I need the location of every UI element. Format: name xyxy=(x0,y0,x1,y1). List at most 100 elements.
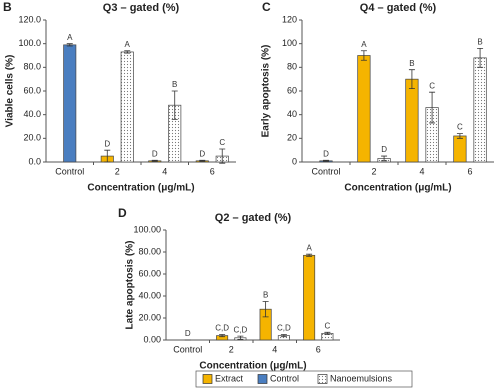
x-tick-label: 6 xyxy=(316,344,321,354)
panel-label: B xyxy=(3,0,12,14)
error-bar xyxy=(151,159,158,162)
y-axis-label: Late apoptosis (%) xyxy=(125,241,136,330)
significance-letter: B xyxy=(263,291,268,300)
x-tick-label: Control xyxy=(55,166,84,176)
y-tick-label: 60.00 xyxy=(138,268,161,278)
error-bar xyxy=(104,149,111,163)
bar xyxy=(357,55,371,163)
error-bar xyxy=(360,50,367,61)
x-tick-label: Control xyxy=(311,166,340,176)
error-bar xyxy=(381,155,388,162)
panel-label: C xyxy=(262,0,271,14)
y-axis-label: Viable cells (%) xyxy=(5,55,16,128)
significance-letter: A xyxy=(67,33,73,42)
x-tick-label: Control xyxy=(173,344,202,354)
error-bar xyxy=(124,50,131,54)
bar xyxy=(405,78,419,163)
x-tick-label: 4 xyxy=(272,344,277,354)
y-tick-label: 60 xyxy=(287,85,297,95)
significance-letter: D xyxy=(199,149,205,158)
x-axis-label: Concentration (μg/mL) xyxy=(87,183,194,194)
y-tick-label: 40 xyxy=(287,109,297,119)
y-tick-label: 120.0 xyxy=(18,14,41,24)
bar xyxy=(120,51,134,163)
significance-letter: A xyxy=(125,40,131,49)
y-tick-label: 0.0 xyxy=(28,156,41,166)
significance-letter: A xyxy=(361,40,367,49)
legend-swatch xyxy=(257,374,268,384)
significance-letter: D xyxy=(104,139,110,148)
y-tick-label: 100.0 xyxy=(18,38,41,48)
y-tick-label: 20.0 xyxy=(23,133,41,143)
error-bar xyxy=(171,90,178,120)
bar xyxy=(473,57,487,163)
x-axis-label: Concentration (μg/mL) xyxy=(344,183,451,194)
y-tick-label: 40.00 xyxy=(138,290,161,300)
y-tick-label: 80.0 xyxy=(23,62,41,72)
error-bar xyxy=(66,43,73,47)
legend-label: Control xyxy=(270,373,299,383)
y-tick-label: 100.00 xyxy=(133,224,161,234)
y-tick-label: 40.0 xyxy=(23,109,41,119)
error-bar xyxy=(429,91,436,124)
significance-letter: D xyxy=(323,149,329,158)
error-bar xyxy=(408,69,415,90)
legend-label: Nanoemulsions xyxy=(330,373,393,383)
legend-label: Extract xyxy=(215,373,244,383)
significance-letter: D xyxy=(152,149,158,158)
error-bar xyxy=(237,335,244,340)
error-bar xyxy=(324,331,331,335)
x-tick-label: 2 xyxy=(229,344,234,354)
x-tick-label: 4 xyxy=(419,166,424,176)
bar xyxy=(63,44,77,163)
chart-title: Q2 – gated (%) xyxy=(215,212,292,224)
significance-letter: C,D xyxy=(277,324,291,333)
significance-letter: C xyxy=(324,321,330,330)
y-tick-label: 0.00 xyxy=(143,334,161,344)
y-tick-label: 20 xyxy=(287,133,297,143)
y-axis-label: Early apoptosis (%) xyxy=(261,45,272,138)
error-bar xyxy=(323,159,329,162)
x-tick-label: 6 xyxy=(467,166,472,176)
error-bar xyxy=(219,334,226,338)
significance-letter: B xyxy=(477,38,482,47)
significance-letter: C,D xyxy=(233,325,247,334)
legend-box xyxy=(195,370,413,388)
significance-letter: B xyxy=(172,80,177,89)
significance-letter: C xyxy=(429,81,435,90)
error-bar xyxy=(199,159,206,162)
error-bar xyxy=(477,48,484,68)
bar xyxy=(303,254,316,341)
significance-letter: D xyxy=(185,329,191,338)
significance-letter: C xyxy=(219,138,225,147)
x-tick-label: 2 xyxy=(371,166,376,176)
chart-title: Q4 – gated (%) xyxy=(360,2,437,14)
error-bar xyxy=(219,148,226,164)
panel-label: D xyxy=(118,206,127,220)
legend-swatch xyxy=(202,374,213,384)
legend-swatch xyxy=(317,374,328,384)
error-bar xyxy=(280,334,287,338)
error-bar xyxy=(262,301,269,318)
y-tick-label: 80.00 xyxy=(138,246,161,256)
error-bar xyxy=(456,133,463,139)
significance-letter: C xyxy=(457,123,463,132)
y-tick-label: 0 xyxy=(292,156,297,166)
x-tick-label: 6 xyxy=(210,166,215,176)
x-axis-label: Concentration (μg/mL) xyxy=(199,361,306,372)
significance-letter: A xyxy=(306,243,312,252)
x-tick-label: 2 xyxy=(115,166,120,176)
y-tick-label: 80 xyxy=(287,62,297,72)
error-bar xyxy=(306,253,313,257)
significance-letter: C,D xyxy=(215,324,229,333)
x-tick-label: 4 xyxy=(162,166,167,176)
significance-letter: B xyxy=(409,59,414,68)
y-tick-label: 120 xyxy=(282,14,297,24)
y-tick-label: 20.00 xyxy=(138,312,161,322)
significance-letter: D xyxy=(381,145,387,154)
y-tick-label: 60.0 xyxy=(23,85,41,95)
bar xyxy=(453,135,467,163)
y-tick-label: 100 xyxy=(282,38,297,48)
